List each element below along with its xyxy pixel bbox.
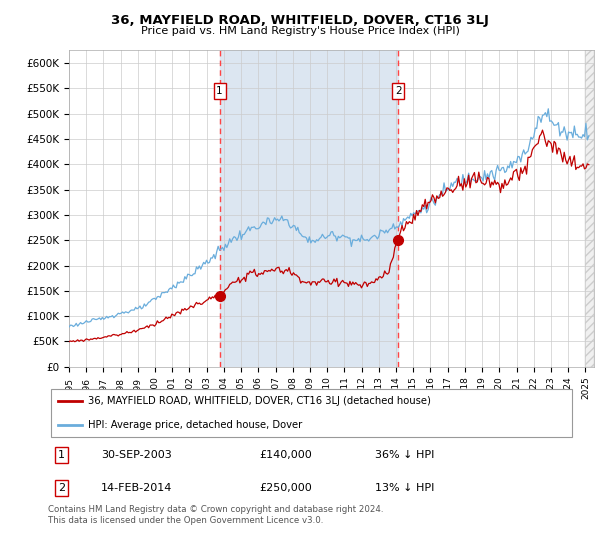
Text: 14-FEB-2014: 14-FEB-2014 bbox=[101, 483, 172, 493]
Text: HPI: Average price, detached house, Dover: HPI: Average price, detached house, Dove… bbox=[88, 420, 302, 430]
Text: 36, MAYFIELD ROAD, WHITFIELD, DOVER, CT16 3LJ (detached house): 36, MAYFIELD ROAD, WHITFIELD, DOVER, CT1… bbox=[88, 396, 430, 406]
Text: 2: 2 bbox=[395, 86, 401, 96]
Text: 13% ↓ HPI: 13% ↓ HPI bbox=[376, 483, 435, 493]
Text: £250,000: £250,000 bbox=[259, 483, 312, 493]
Text: Price paid vs. HM Land Registry's House Price Index (HPI): Price paid vs. HM Land Registry's House … bbox=[140, 26, 460, 36]
Text: Contains HM Land Registry data © Crown copyright and database right 2024.
This d: Contains HM Land Registry data © Crown c… bbox=[48, 505, 383, 525]
Text: £140,000: £140,000 bbox=[259, 450, 312, 460]
Text: 1: 1 bbox=[58, 450, 65, 460]
Text: 36% ↓ HPI: 36% ↓ HPI bbox=[376, 450, 435, 460]
Text: 2: 2 bbox=[58, 483, 65, 493]
Text: 36, MAYFIELD ROAD, WHITFIELD, DOVER, CT16 3LJ: 36, MAYFIELD ROAD, WHITFIELD, DOVER, CT1… bbox=[111, 14, 489, 27]
Text: 1: 1 bbox=[217, 86, 223, 96]
Bar bbox=[220, 50, 398, 367]
Text: 30-SEP-2003: 30-SEP-2003 bbox=[101, 450, 172, 460]
